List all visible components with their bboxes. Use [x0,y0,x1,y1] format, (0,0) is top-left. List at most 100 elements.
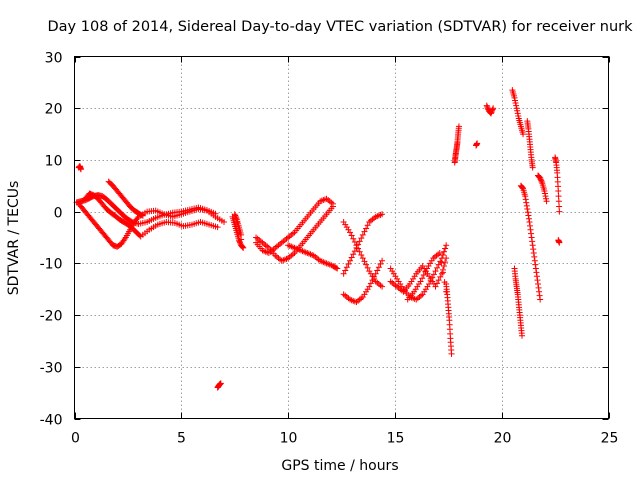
y-tick-label: -40 [40,413,63,429]
data-point [533,273,540,280]
chart-title: Day 108 of 2014, Sidereal Day-to-day VTE… [48,19,634,35]
series-col-21.7 [535,172,550,205]
data-point [363,225,370,232]
data-point [361,228,368,235]
data-point [532,265,539,272]
y-tick-label: 10 [45,154,63,170]
data-point [342,267,349,274]
data-point [231,211,238,218]
data-point [369,277,376,284]
series-col-21.2 [524,118,536,171]
data-point [353,242,360,249]
data-point [139,212,146,219]
series-drop-20.6 [509,87,527,138]
data-point [513,105,520,112]
data-point [441,248,448,255]
y-tick-label: 20 [45,102,63,118]
data-point [358,235,365,242]
data-point [212,210,219,217]
series-early-cluster-high [75,163,84,173]
data-point [538,177,545,184]
data-point [239,243,246,250]
data-point [350,235,357,242]
series-pts-22.7 [555,237,563,246]
x-axis-label: GPS time / hours [281,458,398,474]
data-point [529,242,536,249]
data-point [443,255,450,262]
data-point [372,270,379,277]
data-point [536,292,543,299]
data-point [488,110,495,117]
data-point [518,332,525,339]
series-drop-17.5 [443,281,455,357]
data-point [240,244,247,251]
data-point [522,196,529,203]
data-point [531,253,538,260]
data-point [489,106,496,113]
data-point [432,283,439,290]
y-tick-label: -30 [40,361,63,377]
y-tick-label: -10 [40,257,63,273]
x-tick-label: 25 [601,431,619,447]
data-point [534,277,541,284]
data-point [437,258,444,265]
data-point [527,222,534,229]
data-point [535,284,542,291]
data-point [532,261,539,268]
data-point [555,198,562,205]
data-point [555,193,562,200]
data-point [522,193,529,200]
data-point [422,268,429,275]
data-point [232,213,239,220]
data-point [359,231,366,238]
y-tick-label: 30 [45,51,63,67]
data-point [442,259,449,266]
data-point [233,215,240,222]
series-cross-13b [340,218,386,290]
data-point [347,257,354,264]
x-tick-label: 20 [494,431,512,447]
data-point [541,187,548,194]
data-point [343,264,350,271]
data-point [136,232,143,239]
data-point [351,248,358,255]
data-point [214,224,221,231]
data-point [524,206,531,213]
data-point [484,105,491,112]
data-point [358,251,365,258]
data-point [439,251,446,258]
data-point [435,277,442,284]
data-point [556,239,563,246]
data-point [134,215,141,222]
data-point [334,265,341,272]
data-point [434,280,441,287]
data-point [530,246,537,253]
data-point [375,264,382,271]
data-point [371,273,378,280]
data-point [490,105,497,112]
data-point [434,264,441,271]
data-point [239,244,246,251]
data-point [367,280,374,287]
axis-ticks [74,56,610,420]
data-point [524,209,531,216]
data-point [514,110,521,117]
data-point [511,94,518,101]
data-point [531,257,538,264]
data-point [438,270,445,277]
data-point [441,262,448,269]
series-cross-13c [340,257,386,306]
data-point [347,229,354,236]
data-point [363,261,370,268]
data-point [442,245,449,252]
data-point [542,193,549,200]
data-point [351,239,358,246]
series-col-22.5 [552,154,563,215]
data-point [515,112,522,119]
data-point [555,187,562,194]
data-point [361,258,368,265]
data-point [128,218,135,225]
data-point [437,273,444,280]
data-point [221,218,228,225]
series-pts-19.4 [483,102,497,117]
